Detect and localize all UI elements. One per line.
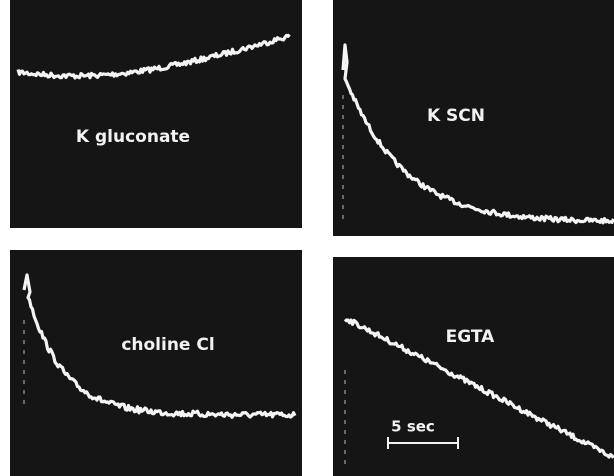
panel bbox=[333, 257, 614, 476]
panel bbox=[10, 0, 302, 228]
scale-bar-label: 5 sec bbox=[391, 418, 435, 436]
panel-label: K SCN bbox=[427, 106, 485, 126]
panel-label: EGTA bbox=[446, 327, 496, 347]
panel-label: choline Cl bbox=[121, 335, 214, 355]
panel-label: K gluconate bbox=[76, 127, 190, 147]
figure: K gluconate K SCN choline Cl EGTA 5 sec bbox=[0, 0, 614, 476]
